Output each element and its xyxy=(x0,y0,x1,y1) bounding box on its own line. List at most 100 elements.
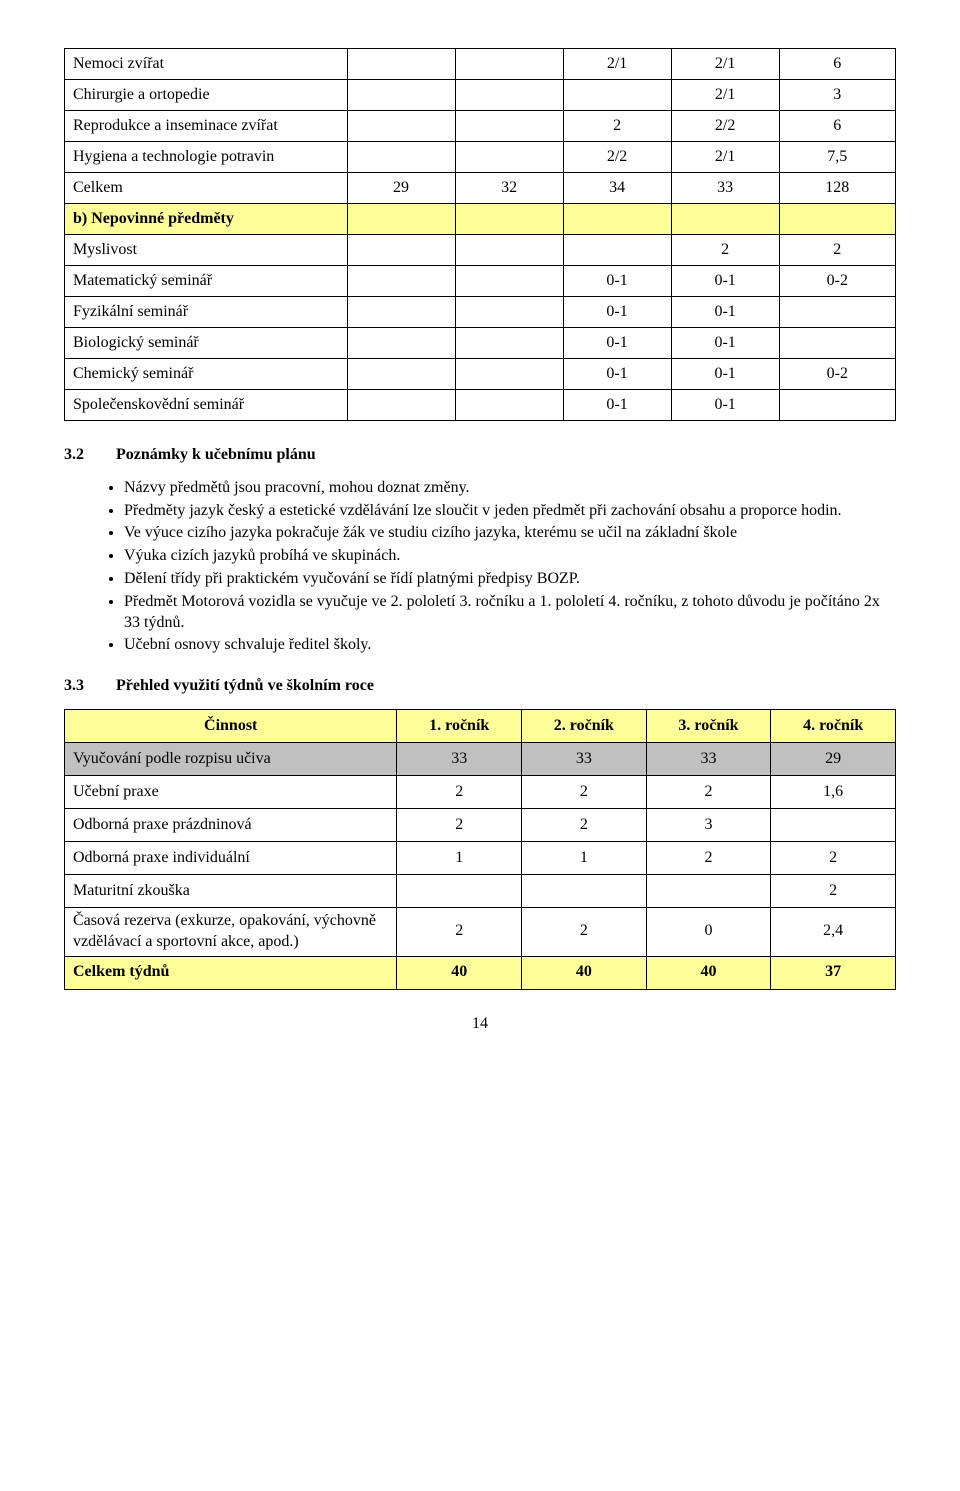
cell xyxy=(455,297,563,328)
cell: 0-2 xyxy=(779,266,895,297)
table-row: Chemický seminář0-10-10-2 xyxy=(65,359,896,390)
cell: 40 xyxy=(397,956,522,989)
row-label: Hygiena a technologie potravin xyxy=(65,142,348,173)
list-item: Dělení třídy při praktickém vyučování se… xyxy=(124,569,896,590)
cell xyxy=(455,49,563,80)
row-label: Učební praxe xyxy=(65,775,397,808)
cell xyxy=(347,297,455,328)
subjects-table: Nemoci zvířat 2/1 2/16 Chirurgie a ortopedi… xyxy=(64,48,896,421)
cell xyxy=(455,390,563,421)
cell: 128 xyxy=(779,173,895,204)
cell xyxy=(455,266,563,297)
section-3-2-heading: 3.2 Poznámky k učebnímu plánu xyxy=(64,445,896,466)
cell: 33 xyxy=(671,173,779,204)
table-row: Fyzikální seminář0-10-1 xyxy=(65,297,896,328)
cell: 2 xyxy=(522,808,647,841)
table-row: Myslivost22 xyxy=(65,235,896,266)
cell: 0-1 xyxy=(671,266,779,297)
cell xyxy=(779,328,895,359)
cell: 0-1 xyxy=(563,328,671,359)
table-row: Společenskovědní seminář0-10-1 xyxy=(65,390,896,421)
cell xyxy=(779,390,895,421)
column-header: 2. ročník xyxy=(522,709,647,742)
row-label: Reprodukce a inseminace zvířat xyxy=(65,111,348,142)
table-row: Učební praxe2221,6 xyxy=(65,775,896,808)
cell: 0 xyxy=(646,907,771,956)
cell: 0-1 xyxy=(563,359,671,390)
row-label: Časová rezerva (exkurze, opakování, vých… xyxy=(65,907,397,956)
row-label: Maturitní zkouška xyxy=(65,874,397,907)
cell xyxy=(646,874,771,907)
cell xyxy=(455,204,563,235)
cell: 2 xyxy=(397,808,522,841)
row-label: Vyučování podle rozpisu učiva xyxy=(65,742,397,775)
cell xyxy=(779,204,895,235)
cell xyxy=(347,266,455,297)
cell: 2/2 xyxy=(563,142,671,173)
row-label: Myslivost xyxy=(65,235,348,266)
cell: 2 xyxy=(779,235,895,266)
cell: 2 xyxy=(771,874,896,907)
cell xyxy=(347,80,455,111)
cell: 0-1 xyxy=(671,359,779,390)
cell: 0-1 xyxy=(563,266,671,297)
column-header: Činnost xyxy=(65,709,397,742)
cell: 2 xyxy=(522,775,647,808)
cell: 2 xyxy=(563,111,671,142)
weeks-table: Činnost1. ročník2. ročník3. ročník4. roč… xyxy=(64,709,896,990)
section-number: 3.3 xyxy=(64,676,112,697)
list-item: Názvy předmětů jsou pracovní, mohou dozn… xyxy=(124,478,896,499)
cell xyxy=(563,204,671,235)
table-row: Matematický seminář0-10-10-2 xyxy=(65,266,896,297)
list-item: Výuka cizích jazyků probíhá ve skupinách… xyxy=(124,546,896,567)
section-number: 3.2 xyxy=(64,445,112,466)
table-row: Časová rezerva (exkurze, opakování, vých… xyxy=(65,907,896,956)
cell: 2/1 xyxy=(671,49,779,80)
cell xyxy=(455,235,563,266)
row-label: Chirurgie a ortopedie xyxy=(65,80,348,111)
table-row: Biologický seminář0-10-1 xyxy=(65,328,896,359)
cell xyxy=(455,142,563,173)
list-item: Předmět Motorová vozidla se vyučuje ve 2… xyxy=(124,592,896,634)
cell xyxy=(771,808,896,841)
cell: 33 xyxy=(522,742,647,775)
cell xyxy=(347,49,455,80)
cell xyxy=(347,359,455,390)
cell: 3 xyxy=(646,808,771,841)
cell: 1 xyxy=(397,841,522,874)
row-label: Biologický seminář xyxy=(65,328,348,359)
cell: 2/1 xyxy=(671,142,779,173)
cell: 33 xyxy=(646,742,771,775)
table-header-row: Činnost1. ročník2. ročník3. ročník4. roč… xyxy=(65,709,896,742)
list-item: Předměty jazyk český a estetické vzděláv… xyxy=(124,501,896,522)
row-label: Celkem xyxy=(65,173,348,204)
table-row: Nemoci zvířat2/12/16 xyxy=(65,49,896,80)
cell: 6 xyxy=(779,111,895,142)
cell: 37 xyxy=(771,956,896,989)
cell xyxy=(779,297,895,328)
table-row: Celkem týdnů40404037 xyxy=(65,956,896,989)
cell: 0-1 xyxy=(671,390,779,421)
cell xyxy=(347,204,455,235)
row-label: Nemoci zvířat xyxy=(65,49,348,80)
cell: 3 xyxy=(779,80,895,111)
cell xyxy=(563,80,671,111)
cell: 34 xyxy=(563,173,671,204)
table-row: Maturitní zkouška 2 xyxy=(65,874,896,907)
cell: 2 xyxy=(522,907,647,956)
cell xyxy=(347,328,455,359)
cell: 40 xyxy=(522,956,647,989)
row-label: Společenskovědní seminář xyxy=(65,390,348,421)
cell: 0-1 xyxy=(671,297,779,328)
cell: 0-2 xyxy=(779,359,895,390)
row-label: Matematický seminář xyxy=(65,266,348,297)
cell: 40 xyxy=(646,956,771,989)
cell: 1,6 xyxy=(771,775,896,808)
table-row: Celkem29323433128 xyxy=(65,173,896,204)
cell xyxy=(455,80,563,111)
cell: 2 xyxy=(397,775,522,808)
cell: 2,4 xyxy=(771,907,896,956)
table-row: Reprodukce a inseminace zvířat22/26 xyxy=(65,111,896,142)
cell xyxy=(563,235,671,266)
cell xyxy=(347,235,455,266)
